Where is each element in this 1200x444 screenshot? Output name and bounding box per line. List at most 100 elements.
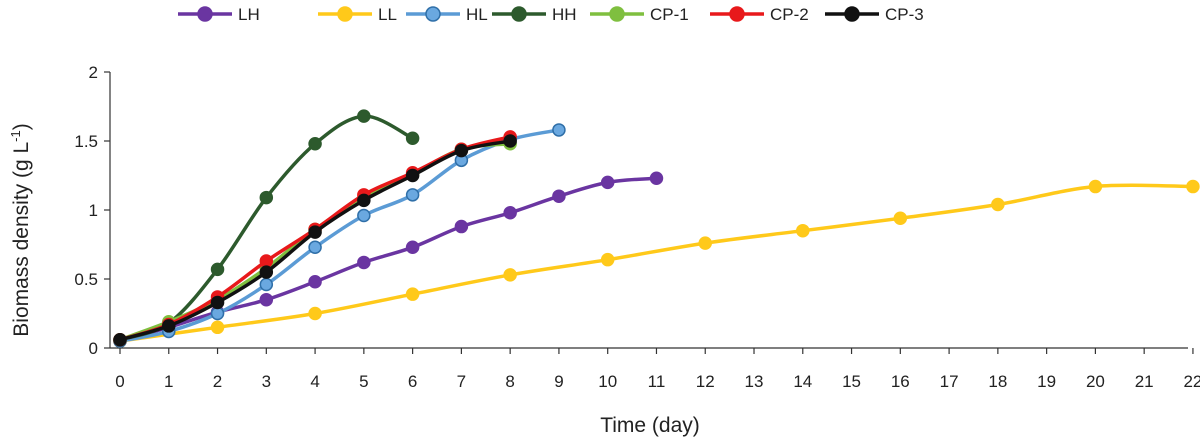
data-point-hh	[259, 190, 274, 205]
legend-label: CP-3	[885, 5, 924, 24]
series-hh	[113, 109, 420, 347]
data-point-hl	[552, 123, 566, 137]
data-point-cp-2	[259, 254, 274, 268]
y-axis-title-main: Biomass density (g L	[10, 142, 33, 337]
x-tick-label: 22	[1183, 372, 1200, 391]
data-point-cp-3	[162, 319, 176, 333]
y-tick-label: 0.5	[74, 270, 98, 289]
series-ll	[113, 179, 1200, 348]
series-line-lh	[118, 176, 659, 343]
data-point-lh	[405, 240, 420, 255]
series-group	[113, 109, 1200, 348]
x-tick-label: 4	[310, 372, 319, 391]
axes	[109, 72, 1188, 349]
y-tick-label: 2	[89, 63, 98, 82]
data-point-ll	[893, 211, 908, 226]
legend-swatch-marker	[609, 6, 625, 22]
x-tick-label: 2	[213, 372, 222, 391]
data-point-cp-3	[405, 168, 420, 183]
x-tick-label: 19	[1037, 372, 1056, 391]
data-point-ll	[1186, 179, 1200, 194]
x-tick-label: 16	[891, 372, 910, 391]
data-point-hl	[308, 240, 322, 255]
legend-item-hl: HL	[406, 5, 488, 24]
data-point-ll	[405, 287, 420, 301]
data-point-cp-3	[503, 134, 517, 148]
x-tick-label: 13	[745, 372, 764, 391]
x-tick-label: 10	[598, 372, 617, 391]
data-point-lh	[357, 255, 371, 270]
legend-swatch-marker	[844, 6, 860, 22]
legend-swatch-marker	[197, 6, 213, 22]
x-tick-label: 3	[262, 372, 271, 391]
x-tick-label: 20	[1086, 372, 1105, 391]
series-cp-3	[113, 134, 517, 347]
series-line-hl	[118, 128, 561, 343]
x-tick-label: 15	[842, 372, 861, 391]
y-tick-label: 1.5	[74, 132, 98, 151]
series-line-ll	[118, 183, 1195, 343]
x-tick-label: 8	[505, 372, 514, 391]
legend-label: LH	[238, 5, 260, 24]
data-point-hh	[210, 262, 225, 277]
data-point-hl	[357, 208, 371, 223]
data-point-lh	[503, 206, 517, 220]
x-tick-label: 17	[940, 372, 959, 391]
y-tick-label: 0	[89, 339, 98, 358]
data-point-lh	[600, 175, 615, 190]
legend-item-cp-2: CP-2	[710, 5, 809, 24]
legend-label: HH	[552, 5, 577, 24]
x-tick-label: 14	[793, 372, 812, 391]
legend-swatch-marker	[337, 6, 353, 22]
x-tick-label: 1	[164, 372, 173, 391]
data-point-ll	[210, 320, 225, 335]
legend-label: CP-2	[770, 5, 809, 24]
y-axis-title-close: )	[10, 123, 33, 130]
data-point-ll	[698, 236, 712, 250]
x-tick-label: 11	[648, 372, 666, 391]
legend-label: HL	[466, 5, 488, 24]
x-axis-title: Time (day)	[600, 414, 700, 437]
x-tick-label: 6	[408, 372, 417, 391]
y-axis-title-sup: -1	[8, 130, 23, 142]
data-point-hl	[405, 188, 420, 202]
y-axis-title: Biomass density (g L-1)	[8, 123, 33, 336]
data-point-hh	[357, 109, 371, 123]
x-tick-label: 0	[115, 372, 124, 391]
data-point-ll	[600, 252, 615, 267]
legend-swatch-marker	[511, 6, 527, 22]
y-ticks: 0 0.5 1 1.5 2	[74, 63, 110, 358]
x-tick-label: 21	[1135, 372, 1154, 391]
legend-item-ll: LL	[318, 5, 397, 24]
data-point-ll	[1088, 179, 1103, 194]
x-tick-label: 5	[359, 372, 368, 391]
data-point-hl	[210, 306, 225, 321]
y-tick-label: 1	[89, 201, 98, 220]
legend-item-hh: HH	[492, 5, 577, 24]
data-point-cp-3	[113, 332, 127, 347]
legend-label: LL	[378, 5, 397, 24]
x-tick-label: 18	[988, 372, 1007, 391]
data-point-cp-3	[210, 295, 225, 310]
x-tick-label: 12	[696, 372, 715, 391]
x-tick-label: 9	[554, 372, 563, 391]
data-point-ll	[308, 306, 322, 321]
data-point-lh	[552, 189, 566, 203]
data-point-cp-3	[259, 265, 274, 279]
data-point-lh	[454, 219, 469, 234]
data-point-cp-3	[308, 225, 322, 239]
data-point-hh	[308, 137, 322, 151]
data-point-lh	[259, 292, 274, 307]
legend-item-lh: LH	[178, 5, 260, 24]
data-point-lh	[308, 275, 322, 289]
data-point-ll	[503, 268, 517, 282]
data-point-ll	[796, 223, 810, 238]
data-point-hh	[405, 131, 420, 145]
legend-item-cp-3: CP-3	[825, 5, 924, 24]
legend-label: CP-1	[650, 5, 689, 24]
data-point-hl	[259, 277, 274, 292]
data-point-ll	[991, 197, 1005, 212]
legend-swatch-marker	[729, 6, 745, 22]
legend: LH LL HL HH CP-1 CP-2 CP-3	[178, 5, 924, 24]
